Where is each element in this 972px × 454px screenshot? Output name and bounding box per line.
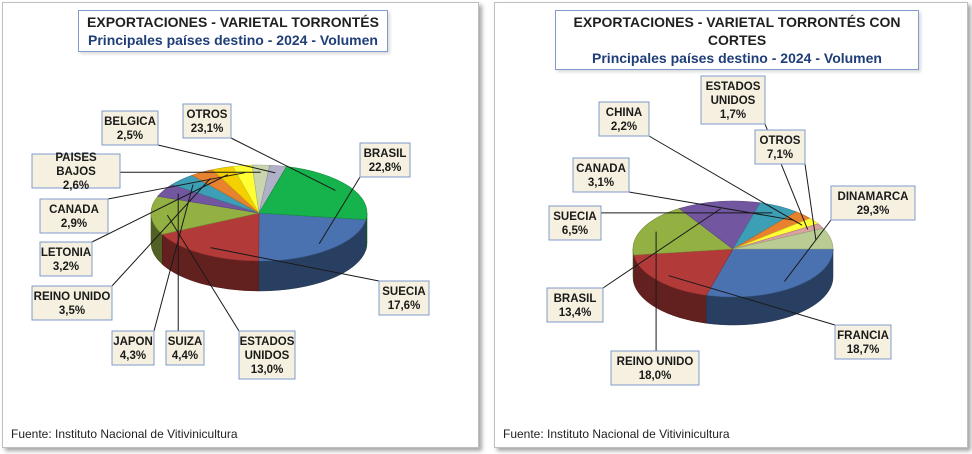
- pie-right-label-china: CHINA 2,2%: [598, 101, 650, 137]
- pie-right-slice-reino-unido: [632, 208, 734, 256]
- pie-right-label-canada: CANADA 3,1%: [572, 157, 630, 193]
- chart-panel-left: EXPORTACIONES - VARIETAL TORRONTÉS Princ…: [2, 2, 479, 448]
- pie-left-leader-brasil: [318, 176, 361, 245]
- source-note-right: Fuente: Instituto Nacional de Vitivinicu…: [503, 427, 730, 441]
- pie-left-name-suecia: SUECIA: [382, 286, 425, 298]
- pie-left-slice-otros: [258, 166, 368, 220]
- pie-right-value-reino-unido: 18,0%: [639, 370, 672, 382]
- pie-left-slice-brasil: [258, 212, 367, 262]
- source-note-left: Fuente: Instituto Nacional de Vitivinicu…: [11, 427, 238, 441]
- pie-right-leader-dinamarca: [784, 219, 832, 282]
- pie-left-label-canada: CANADA 2,9%: [39, 198, 109, 234]
- pie-left-label-suiza: SUIZA 4,4%: [165, 330, 205, 366]
- chart-subtitle-right: Principales países destino - 2024 - Volu…: [592, 50, 882, 66]
- pie-right-label-francia: FRANCIA 18,7%: [834, 324, 892, 360]
- pie-left-name-brasil: BRASIL: [364, 148, 407, 160]
- pie-left-value-japon: 4,3%: [120, 350, 146, 362]
- pie-right-value-otros: 7,1%: [767, 149, 793, 161]
- pie-left-value-suecia: 17,6%: [388, 300, 421, 312]
- pie-right-name-suecia: SUECIA: [553, 211, 596, 223]
- pie-right-name-estados-unidos: UNIDOS: [711, 95, 756, 107]
- pie-left-name-japon: JAPON: [113, 336, 153, 348]
- pie-right-leader-francia: [668, 275, 836, 326]
- pie-left-name-paises-bajos: PAISES: [55, 152, 97, 164]
- pie-left-name-estados-unidos: ESTADOS: [240, 336, 295, 348]
- pie-left-value-suiza: 4,4%: [172, 350, 198, 362]
- pie-left-value-reino-unido: 3,5%: [59, 305, 85, 317]
- pie-right-name-estados-unidos: ESTADOS: [706, 81, 761, 93]
- pie-left-name-paises-bajos: BAJOS: [56, 166, 96, 178]
- pie-right-name-francia: FRANCIA: [837, 330, 889, 342]
- pie-right-value-suecia: 6,5%: [562, 225, 588, 237]
- pie-right-name-dinamarca: DINAMARCA: [838, 191, 909, 203]
- pie-right-leader-china: [648, 135, 803, 226]
- pie-right-name-china: CHINA: [606, 107, 642, 119]
- pie-right-slice-otros: [732, 227, 834, 250]
- pie-chart-right: DINAMARCA 29,3% FRANCIA 18,7% REINO UNIDO 18,…: [546, 75, 916, 386]
- pie-left-name-otros: OTROS: [187, 109, 228, 121]
- pie-left-leader-canada: [107, 172, 245, 200]
- pie-right-value-francia: 18,7%: [847, 344, 880, 356]
- pie-right-name-canada: CANADA: [576, 163, 626, 175]
- pie-left-label-letonia: LETONIA 3,2%: [39, 241, 93, 277]
- pie-right-value-china: 2,2%: [611, 121, 637, 133]
- pie-left-leader-japon: [153, 184, 194, 332]
- pie-right-label-otros: OTROS 7,1%: [754, 129, 806, 165]
- chart-title-left: EXPORTACIONES - VARIETAL TORRONTÉS: [87, 14, 379, 30]
- pie-right-value-estados-unidos: 1,7%: [720, 109, 746, 121]
- pie-chart-left: BRASIL 22,8% SUECIA 17,6% ESTADOS UNIDOS 13,0%…: [31, 103, 430, 380]
- chart-title-box-right: EXPORTACIONES - VARIETAL TORRONTÉS CON C…: [555, 10, 919, 70]
- pie-left-value-paises-bajos: 2,6%: [63, 180, 89, 192]
- pie-right-slice-dinamarca: [705, 248, 834, 298]
- pie-right-label-reino-unido: REINO UNIDO 18,0%: [610, 350, 700, 386]
- pie-left-label-belgica: BELGICA 2,5%: [101, 110, 159, 146]
- pie-left-value-letonia: 3,2%: [53, 261, 79, 273]
- pie-left-leader-suecia: [210, 247, 380, 282]
- chart-title-box-left: EXPORTACIONES - VARIETAL TORRONTÉS Princ…: [78, 10, 388, 52]
- pie-right-label-suecia: SUECIA 6,5%: [548, 205, 602, 241]
- pie-left-label-suecia: SUECIA 17,6%: [378, 280, 430, 316]
- pie-left-name-reino-unido: REINO UNIDO: [34, 291, 111, 303]
- pie-left-label-estados-unidos: ESTADOS UNIDOS 13,0%: [238, 330, 296, 380]
- pie-left-name-letonia: LETONIA: [41, 247, 91, 259]
- pie-left-label-japon: JAPON 4,3%: [111, 330, 155, 366]
- pie-left-leader-otros: [230, 137, 336, 191]
- pie-left-value-brasil: 22,8%: [369, 162, 402, 174]
- pie-left-value-otros: 23,1%: [191, 123, 224, 135]
- pie-left-leader-reino-unido: [111, 178, 211, 287]
- pie-right-value-dinamarca: 29,3%: [857, 205, 890, 217]
- pie-left-slice-suecia: [161, 212, 260, 262]
- pie-left-label-paises-bajos: PAISES BAJOS 2,6%: [31, 152, 121, 192]
- pie-right-label-brasil: BRASIL 13,4%: [546, 287, 604, 323]
- pie-left-value-canada: 2,9%: [61, 218, 87, 230]
- pie-right-leader-otros: [804, 163, 817, 241]
- pie-right-name-otros: OTROS: [760, 135, 801, 147]
- pie-right-slice-francia: [633, 248, 734, 296]
- pie-left-value-belgica: 2,5%: [117, 130, 143, 142]
- pie-left-leader-letonia: [91, 174, 229, 243]
- pie-left-label-reino-unido: REINO UNIDO 3,5%: [31, 285, 113, 321]
- pie-right-leader-canada: [628, 191, 793, 221]
- chart-subtitle-left: Principales países destino - 2024 - Volu…: [88, 32, 378, 48]
- pie-right-value-brasil: 13,4%: [559, 307, 592, 319]
- pie-right-leader-brasil: [602, 208, 722, 289]
- pie-right-name-brasil: BRASIL: [554, 293, 597, 305]
- pie-left-label-brasil: BRASIL 22,8%: [359, 142, 411, 178]
- pie-left-value-estados-unidos: 13,0%: [251, 364, 284, 376]
- chart-panel-right: EXPORTACIONES - VARIETAL TORRONTÉS CON C…: [494, 2, 968, 448]
- chart-title-right: EXPORTACIONES - VARIETAL TORRONTÉS CON C…: [573, 14, 901, 48]
- pie-right-label-estados-unidos: ESTADOS UNIDOS 1,7%: [700, 75, 766, 125]
- pie-left-name-estados-unidos: UNIDOS: [245, 350, 290, 362]
- pie-left-name-belgica: BELGICA: [104, 116, 156, 128]
- pie-left-label-otros: OTROS 23,1%: [182, 103, 232, 139]
- pie-right-label-dinamarca: DINAMARCA 29,3%: [830, 185, 916, 221]
- pie-right-value-canada: 3,1%: [588, 177, 614, 189]
- pie-left-name-canada: CANADA: [49, 204, 99, 216]
- pie-right-name-reino-unido: REINO UNIDO: [617, 356, 694, 368]
- pie-left-name-suiza: SUIZA: [168, 336, 203, 348]
- pie-left-leader-belgica: [157, 144, 276, 174]
